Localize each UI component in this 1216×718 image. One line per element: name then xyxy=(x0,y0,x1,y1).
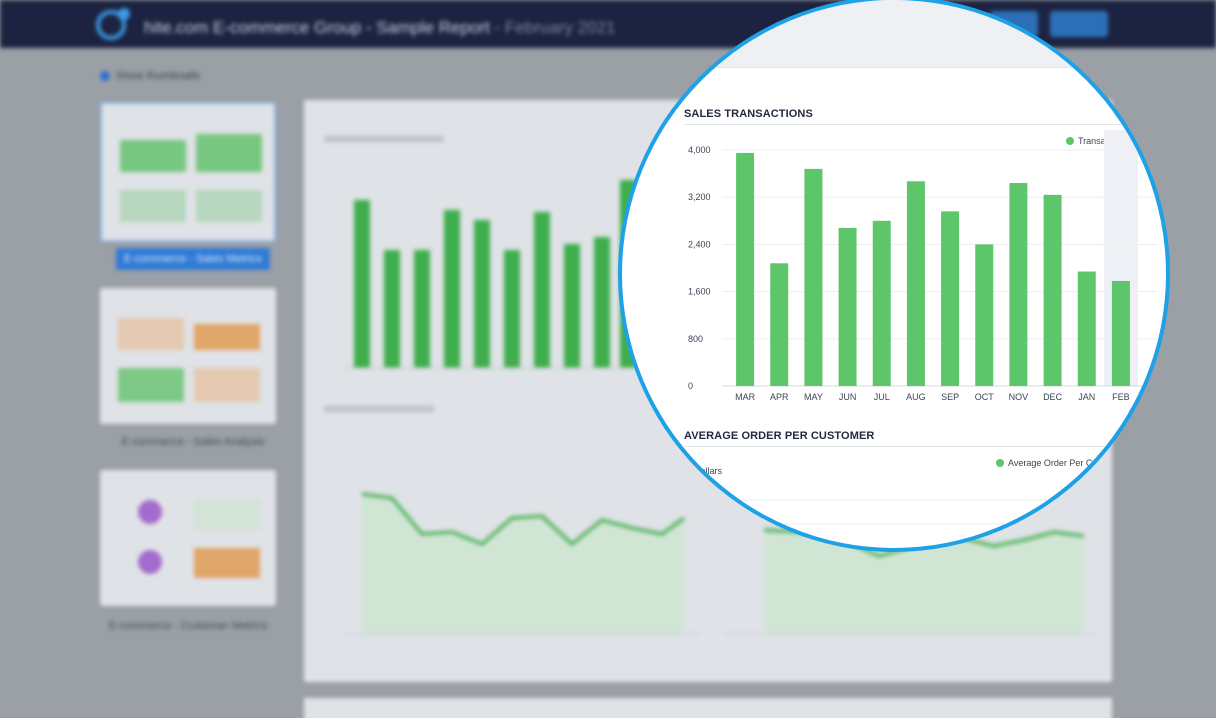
x-tick-label: SEP xyxy=(941,392,959,402)
average-order-unit-label: Dollars xyxy=(694,466,723,476)
report-title: hite.com E-commerce Group - Sample Repor… xyxy=(144,18,615,38)
bar-jun xyxy=(838,227,857,386)
x-tick-label: JAN xyxy=(1078,392,1095,402)
zoomed-report-section: SALES TRANSACTIONS Transactions 0 800 1,60… xyxy=(622,0,1166,548)
unit-dot-icon xyxy=(684,467,691,475)
thumbnail-label-sales-analysis[interactable]: E-commerce - Sales Analysis xyxy=(121,436,265,448)
x-tick-label: JUN xyxy=(839,392,857,402)
x-tick-label: NOV xyxy=(1009,392,1029,402)
report-title-text: hite.com E-commerce Group - Sample Repor… xyxy=(144,18,490,37)
bar-may xyxy=(804,168,823,386)
thumbnail-preview xyxy=(138,500,260,578)
thumbnail-preview xyxy=(118,318,260,402)
thumbnail-preview xyxy=(120,134,262,222)
brand-logo-icon xyxy=(96,8,130,40)
average-order-title: AVERAGE ORDER PER CUSTOMER xyxy=(684,430,875,442)
thumbnail-label-customer-metrics[interactable]: E-commerce - Customer Metrics xyxy=(108,620,268,632)
y-tick-label: 800 xyxy=(688,334,703,344)
zoomed-card-gap xyxy=(622,0,1166,68)
bar-jul xyxy=(872,220,891,386)
x-tick-label: MAR xyxy=(735,392,756,402)
sales-transactions-chart: 0 800 1,600 2,400 3,200 4,000 MAR APR MAY JUN JUL A… xyxy=(688,130,1158,402)
section-divider xyxy=(684,446,1144,447)
x-tick-label: JUL xyxy=(874,392,890,402)
bar-aug xyxy=(906,181,925,386)
y-tick-label: 0 xyxy=(688,381,693,391)
show-thumbnails-toggle[interactable]: Show thumbnails xyxy=(100,70,200,82)
bar-nov xyxy=(1009,183,1028,386)
bar-dec xyxy=(1043,194,1062,386)
y-tick-label: 2,400 xyxy=(688,239,711,249)
bar-oct xyxy=(975,244,994,386)
average-order-legend[interactable]: Average Order Per C xyxy=(996,458,1092,468)
average-order-legend-label: Average Order Per C xyxy=(1008,458,1093,468)
report-thumbnail-customer-metrics[interactable] xyxy=(100,470,276,606)
x-tick-label: OCT xyxy=(975,392,995,402)
report-title-month: - February 2021 xyxy=(494,18,616,37)
x-tick-label: AUG xyxy=(906,392,926,402)
report-canvas-next xyxy=(304,698,1112,718)
radio-checked-icon[interactable] xyxy=(100,71,110,81)
transactions-legend-label: Transactions xyxy=(1078,136,1130,146)
x-tick-label: FEB xyxy=(1112,392,1130,402)
y-tick-label: 3,200 xyxy=(688,192,711,202)
legend-dot-icon xyxy=(996,459,1004,467)
average-order-unit: Dollars xyxy=(684,466,722,476)
thumbnail-label-sales-metrics[interactable]: E-commerce - Sales Metrics xyxy=(116,248,270,270)
x-tick-label: DEC xyxy=(1043,392,1063,402)
bar-jan xyxy=(1077,271,1096,386)
bar-apr xyxy=(770,263,789,386)
legend-dot-icon xyxy=(1066,137,1074,145)
sales-transactions-title: SALES TRANSACTIONS xyxy=(684,108,813,120)
bar-mar xyxy=(736,152,755,386)
show-thumbnails-label: Show thumbnails xyxy=(116,70,200,82)
y-tick-label: 1,600 xyxy=(688,287,711,297)
transactions-legend[interactable]: Transactions xyxy=(1066,136,1129,146)
x-tick-label: APR xyxy=(770,392,789,402)
section-divider xyxy=(684,124,1144,125)
average-order-gridlines xyxy=(718,499,1142,525)
bar-feb xyxy=(1111,280,1130,386)
bar-sep xyxy=(941,211,960,386)
y-tick-label: 4,000 xyxy=(688,145,711,155)
x-tick-label: MAY xyxy=(804,392,823,402)
report-thumbnail-sales-analysis[interactable] xyxy=(100,288,276,424)
report-thumbnail-sales-metrics[interactable] xyxy=(100,102,276,242)
zoom-magnifier: SALES TRANSACTIONS Transactions 0 800 1,60… xyxy=(618,0,1170,552)
